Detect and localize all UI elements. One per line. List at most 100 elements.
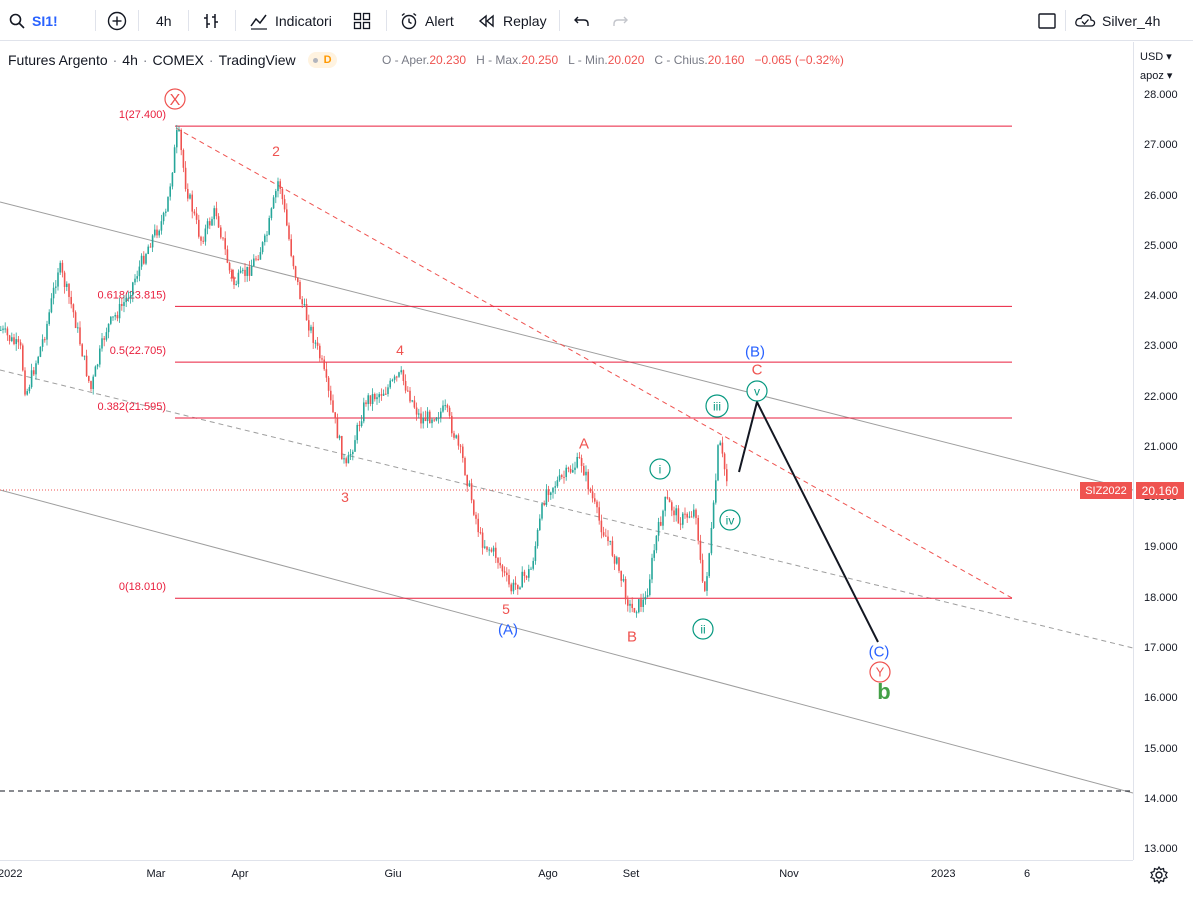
interval-button[interactable]: 4h bbox=[156, 0, 172, 41]
candle-body bbox=[143, 255, 145, 264]
candle-body bbox=[673, 510, 675, 516]
candle-body bbox=[63, 272, 66, 287]
time-tick-label: 2023 bbox=[931, 868, 956, 880]
time-axis[interactable]: 2022 Mar Apr Giu Ago Set Nov 2023 6 bbox=[0, 860, 1133, 891]
candle-body bbox=[255, 258, 257, 260]
wave-label[interactable]: 5 bbox=[502, 601, 510, 617]
candle-body bbox=[675, 508, 677, 516]
candle-body bbox=[503, 571, 506, 573]
candle-body bbox=[512, 582, 515, 592]
candle-body bbox=[151, 235, 154, 248]
candle-body bbox=[534, 546, 537, 561]
layout-save-button[interactable]: Silver_4h bbox=[1074, 0, 1160, 41]
trend-dashed-line[interactable] bbox=[175, 127, 1013, 599]
wave-label[interactable]: 2 bbox=[272, 143, 280, 159]
candle-body bbox=[242, 269, 244, 271]
candle-body bbox=[433, 419, 435, 421]
candle-body bbox=[81, 344, 83, 357]
currency-menu[interactable]: USD ▾ bbox=[1140, 51, 1172, 63]
change-value: −0.065 (−0.32%) bbox=[754, 53, 844, 67]
wave-label[interactable]: (B) bbox=[745, 343, 765, 360]
wave-projection-line[interactable] bbox=[738, 399, 879, 643]
candle-body bbox=[303, 304, 306, 306]
channel-upper-line[interactable] bbox=[0, 201, 1133, 491]
candle-body bbox=[583, 465, 585, 476]
candle-body bbox=[618, 557, 620, 571]
chart-type-button[interactable] bbox=[201, 0, 221, 41]
candle-body bbox=[371, 394, 374, 404]
undo-button[interactable] bbox=[572, 0, 592, 41]
candle-body bbox=[162, 212, 165, 222]
candle-body bbox=[684, 513, 686, 515]
candle-body bbox=[149, 246, 152, 248]
scale-menu[interactable]: apoz ▾ bbox=[1140, 70, 1173, 82]
candle-body bbox=[437, 417, 440, 419]
wave-label[interactable]: v bbox=[754, 384, 760, 398]
wave-label[interactable]: b bbox=[877, 679, 890, 704]
candle-body bbox=[508, 575, 510, 585]
redo-button[interactable] bbox=[610, 0, 630, 41]
price-axis[interactable]: 28.000 27.000 26.000 25.000 24.000 23.000 22.0… bbox=[1133, 42, 1193, 860]
candle-body bbox=[211, 219, 213, 226]
wave-label[interactable]: 1 bbox=[229, 267, 236, 282]
wave-label[interactable]: iv bbox=[726, 513, 735, 527]
time-tick-label: Ago bbox=[538, 868, 558, 880]
candle-body bbox=[118, 303, 121, 319]
wave-label[interactable]: (A) bbox=[498, 621, 518, 638]
candle-body bbox=[70, 296, 72, 305]
wave-label[interactable]: X bbox=[170, 92, 181, 109]
market-status-badge[interactable]: D bbox=[307, 52, 337, 68]
wave-label[interactable]: 3 bbox=[341, 489, 349, 505]
wave-label[interactable]: iii bbox=[713, 399, 721, 413]
grid-icon bbox=[352, 11, 372, 31]
candle-body bbox=[275, 191, 277, 198]
candle-body bbox=[44, 339, 46, 341]
wave-label[interactable]: C bbox=[752, 361, 763, 378]
candle-body bbox=[631, 603, 633, 609]
candle-body bbox=[171, 172, 174, 187]
candle-body bbox=[180, 129, 182, 151]
candle-body bbox=[552, 487, 554, 493]
wave-label[interactable]: i bbox=[659, 462, 662, 476]
compare-button[interactable] bbox=[107, 0, 127, 41]
channel-lower-line[interactable] bbox=[0, 489, 1133, 794]
candle-body bbox=[301, 299, 303, 305]
replay-button[interactable]: Replay bbox=[477, 0, 547, 41]
candle-body bbox=[567, 467, 570, 469]
candle-body bbox=[686, 513, 688, 518]
wave-label[interactable]: B bbox=[627, 628, 637, 645]
wave-label[interactable]: Y bbox=[876, 665, 885, 680]
legend-exchange: COMEX bbox=[152, 52, 204, 68]
candle-body bbox=[413, 400, 416, 408]
indicators-button[interactable]: Indicatori bbox=[249, 0, 332, 41]
channel-mid-dashed-line[interactable] bbox=[0, 369, 1133, 649]
candle-body bbox=[723, 453, 726, 470]
templates-button[interactable] bbox=[352, 0, 372, 41]
chart-legend: Futures Argento · 4h · COMEX · TradingVi… bbox=[8, 50, 337, 70]
candle-body bbox=[294, 266, 297, 278]
fullscreen-button[interactable] bbox=[1037, 0, 1057, 41]
candle-body bbox=[701, 559, 704, 582]
candle-body bbox=[453, 433, 455, 438]
price-chart[interactable]: 1(27.400) 0.618(23.815) 0.5(22.705) 0.382(2… bbox=[0, 42, 1133, 860]
candle-body bbox=[596, 501, 598, 508]
time-tick-label: Nov bbox=[779, 868, 799, 880]
wave-label[interactable]: ii bbox=[700, 622, 705, 636]
candle-body bbox=[182, 150, 185, 168]
candle-body bbox=[0, 329, 2, 331]
candle-body bbox=[46, 323, 48, 340]
price-tick-label: 22.000 bbox=[1144, 390, 1178, 403]
symbol-search[interactable]: SI1! bbox=[8, 0, 58, 41]
legend-dot: · bbox=[208, 52, 214, 68]
candle-body bbox=[292, 255, 295, 267]
wave-label[interactable]: A bbox=[579, 435, 589, 452]
candle-body bbox=[616, 557, 618, 564]
candle-body bbox=[699, 540, 702, 560]
price-tick-label: 19.000 bbox=[1144, 541, 1178, 554]
settings-button[interactable] bbox=[1149, 865, 1169, 890]
candle-body bbox=[646, 595, 649, 597]
wave-label[interactable]: 4 bbox=[396, 342, 404, 358]
wave-label[interactable]: (C) bbox=[869, 643, 890, 660]
alert-button[interactable]: Alert bbox=[399, 0, 454, 41]
candle-body bbox=[66, 283, 68, 287]
